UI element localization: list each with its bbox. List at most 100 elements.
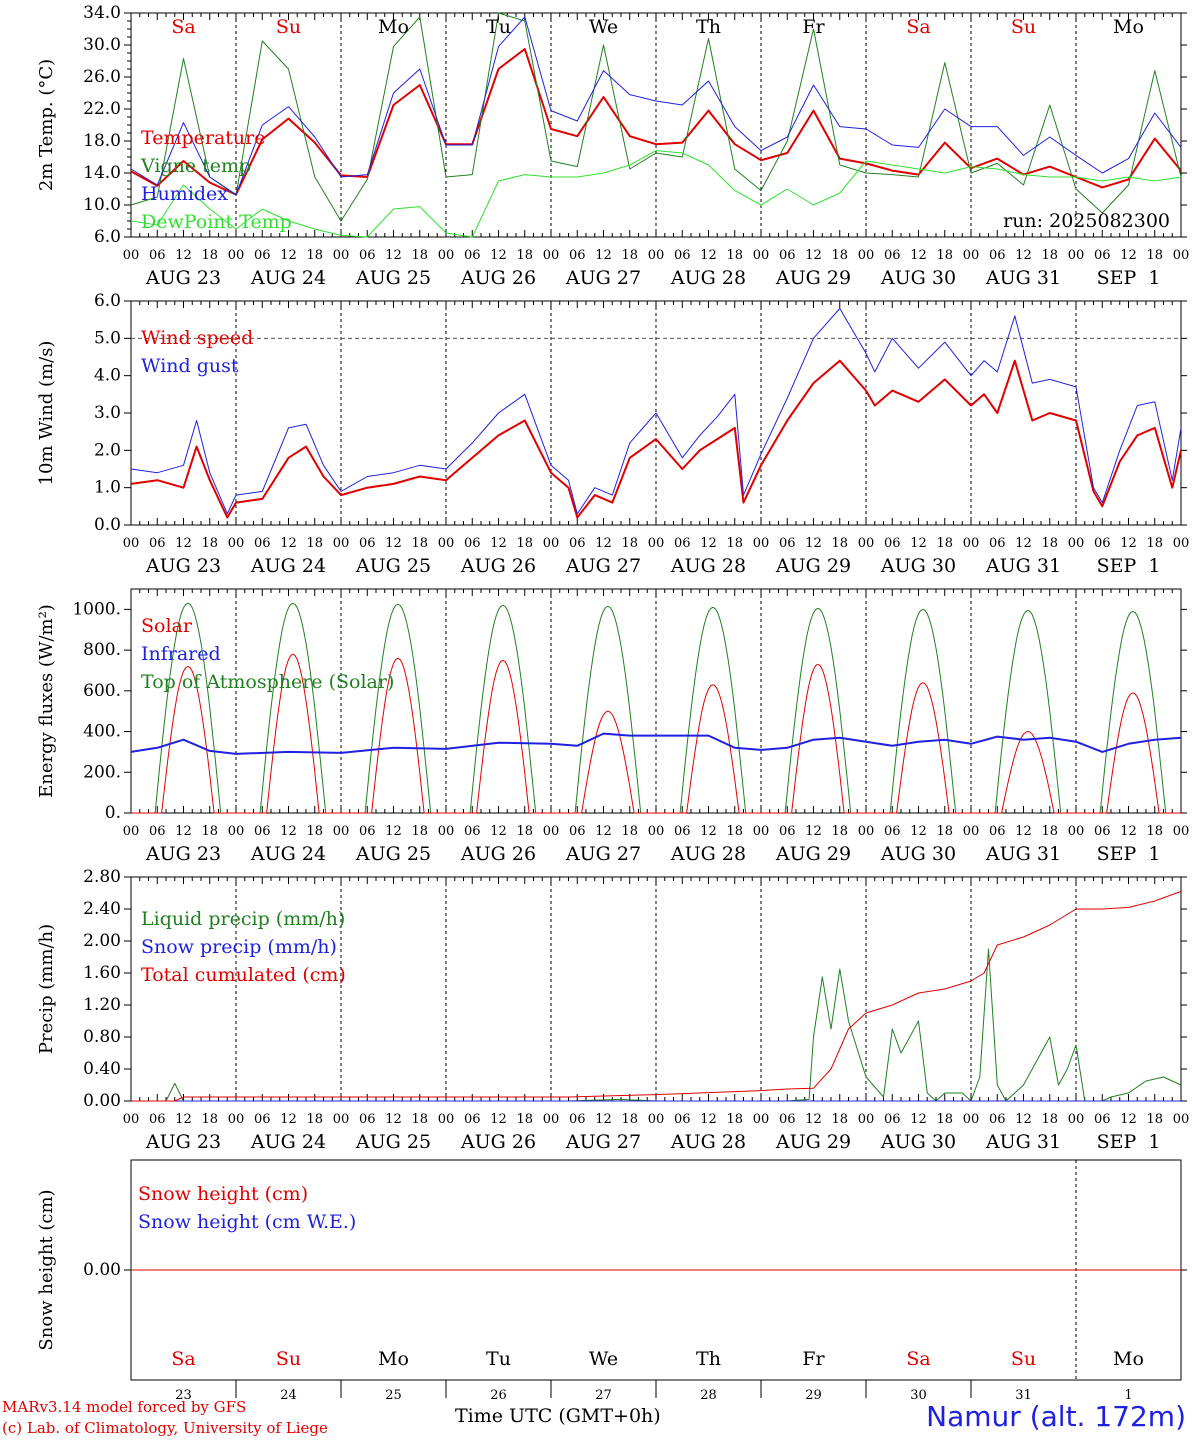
hour-label: 06: [989, 248, 1006, 263]
day-label: AUG 30: [880, 267, 956, 289]
hour-label: 12: [175, 824, 192, 839]
day-number-label: 31: [1015, 1388, 1032, 1403]
hour-label: 18: [411, 536, 428, 551]
hour-label: 06: [464, 248, 481, 263]
day-number-label: 26: [490, 1388, 507, 1403]
day-label: AUG 29: [775, 843, 851, 865]
hour-label: 00: [438, 824, 455, 839]
hour-label: 18: [1146, 536, 1163, 551]
hour-label: 06: [464, 536, 481, 551]
hour-label: 00: [228, 1112, 245, 1127]
day-label: AUG 27: [565, 1131, 641, 1153]
hour-label: 18: [621, 824, 638, 839]
legend-entry: Snow height (cm W.E.): [138, 1211, 356, 1233]
hour-label: 12: [1015, 1112, 1032, 1127]
hour-label: 12: [700, 824, 717, 839]
hour-label: 18: [516, 824, 533, 839]
hour-label: 18: [936, 824, 953, 839]
day-number-label: 27: [595, 1388, 612, 1403]
series-humidex: [130, 16, 1182, 196]
hour-label: 12: [700, 1112, 717, 1127]
y-tick-label: 0.00: [83, 1091, 121, 1111]
weekday-label: Th: [696, 1348, 721, 1370]
hour-label: 18: [726, 1112, 743, 1127]
day-label: AUG 28: [670, 267, 746, 289]
day-label: AUG 30: [880, 843, 956, 865]
y-axis-label: Energy fluxes (W/m²): [36, 604, 57, 798]
hour-label: 00: [438, 536, 455, 551]
hour-label: 18: [831, 1112, 848, 1127]
y-tick-label: 34.0: [83, 3, 121, 23]
day-label: AUG 31: [985, 267, 1061, 289]
hour-label: 12: [490, 248, 507, 263]
day-label: AUG 23: [145, 1131, 221, 1153]
y-tick-label: 0.40: [83, 1059, 121, 1079]
hour-label: 00: [1173, 824, 1190, 839]
hour-label: 06: [674, 824, 691, 839]
day-label: AUG 24: [250, 843, 326, 865]
hour-label: 06: [569, 824, 586, 839]
hour-label: 06: [149, 536, 166, 551]
hour-label: 06: [359, 536, 376, 551]
day-label: AUG 25: [355, 555, 431, 577]
day-label: SEP 1: [1097, 1131, 1161, 1153]
day-number-label: 23: [175, 1388, 192, 1403]
hour-label: 00: [123, 248, 140, 263]
y-tick-label: 1.0: [94, 478, 121, 498]
hour-label: 18: [1146, 248, 1163, 263]
series-temperature: [130, 48, 1182, 196]
y-tick-label: 5.0: [94, 328, 121, 348]
hour-label: 00: [228, 248, 245, 263]
legend-entry: Liquid precip (mm/h): [141, 908, 345, 930]
hour-label: 00: [333, 536, 350, 551]
hour-label: 18: [201, 1112, 218, 1127]
hour-label: 00: [753, 1112, 770, 1127]
day-label: AUG 26: [460, 267, 536, 289]
hour-label: 12: [280, 536, 297, 551]
run-label: run: 2025082300: [1003, 210, 1170, 232]
y-tick-label: 14.0: [83, 163, 121, 183]
hour-label: 06: [989, 1112, 1006, 1127]
y-tick-label: 10.0: [83, 195, 121, 215]
series-wind-gust: [130, 308, 1182, 515]
day-label: AUG 24: [250, 1131, 326, 1153]
hour-label: 18: [831, 824, 848, 839]
hour-label: 00: [963, 1112, 980, 1127]
hour-label: 12: [175, 1112, 192, 1127]
day-label: AUG 29: [775, 555, 851, 577]
hour-label: 06: [1094, 824, 1111, 839]
hour-label: 00: [753, 824, 770, 839]
hour-label: 18: [411, 248, 428, 263]
y-tick-label: 6.0: [94, 227, 121, 247]
hour-label: 18: [831, 536, 848, 551]
hour-label: 00: [963, 536, 980, 551]
hour-label: 12: [1015, 824, 1032, 839]
weekday-label: Tu: [486, 1348, 511, 1370]
hour-label: 00: [123, 536, 140, 551]
hour-label: 12: [385, 824, 402, 839]
day-number-label: 25: [385, 1388, 402, 1403]
legend-entry: Temperature: [141, 127, 265, 149]
y-tick-label: 800.: [83, 640, 121, 660]
legend-entry: Vigne temp: [140, 155, 251, 177]
hour-label: 18: [726, 536, 743, 551]
hour-label: 00: [1173, 536, 1190, 551]
legend-entry: Total cumulated (cm): [141, 964, 346, 986]
model-credit: MARv3.14 model forced by GFS: [2, 1398, 247, 1416]
y-axis-label: 2m Temp. (°C): [36, 59, 57, 191]
hour-label: 18: [936, 536, 953, 551]
legend-entry: Wind gust: [141, 355, 239, 377]
hour-label: 00: [543, 248, 560, 263]
day-label: AUG 27: [565, 843, 641, 865]
hour-label: 12: [910, 248, 927, 263]
hour-label: 00: [858, 1112, 875, 1127]
day-label: AUG 26: [460, 1131, 536, 1153]
y-axis-label: 10m Wind (m/s): [36, 341, 57, 486]
hour-label: 18: [201, 536, 218, 551]
hour-label: 06: [779, 536, 796, 551]
hour-label: 12: [595, 1112, 612, 1127]
hour-label: 06: [779, 248, 796, 263]
weekday-label: Sa: [906, 1348, 930, 1370]
weekday-label: We: [589, 16, 618, 38]
day-label: AUG 23: [145, 555, 221, 577]
